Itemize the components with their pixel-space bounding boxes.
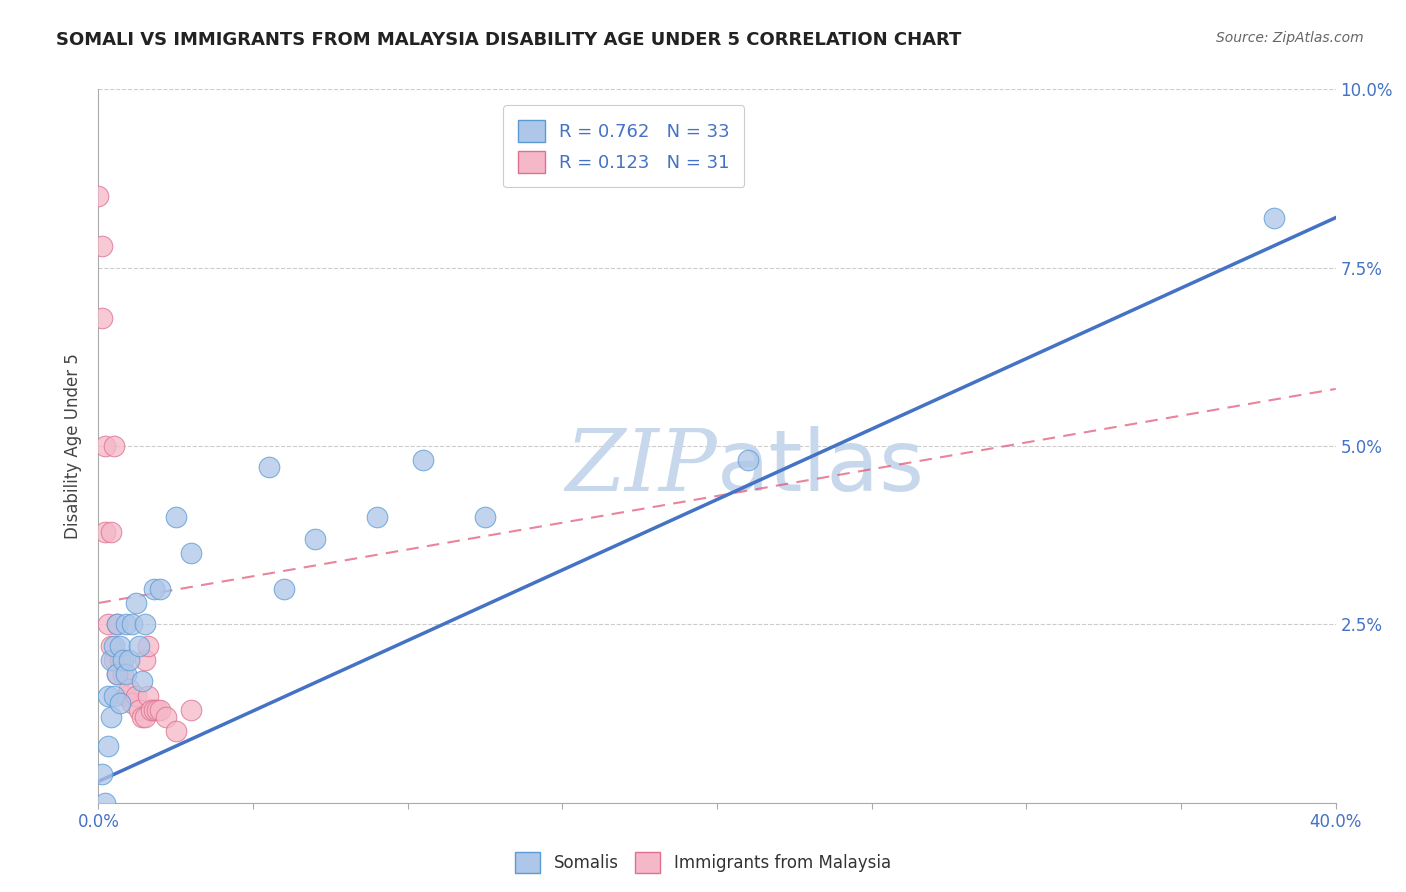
Point: [412, 453, 434, 467]
Point: [115, 667, 138, 681]
Point: [100, 524, 122, 539]
Point: [97, 617, 120, 632]
Point: [1263, 211, 1285, 225]
Point: [257, 460, 280, 475]
Point: [97, 739, 120, 753]
Point: [136, 689, 159, 703]
Point: [90, 239, 112, 253]
Point: [90, 310, 112, 325]
Point: [149, 582, 172, 596]
Point: [146, 703, 169, 717]
Point: [165, 510, 187, 524]
Point: [103, 439, 125, 453]
Point: [97, 689, 120, 703]
Point: [121, 696, 143, 710]
Point: [165, 724, 187, 739]
Point: [93, 796, 115, 810]
Point: [103, 653, 125, 667]
Point: [103, 639, 125, 653]
Point: [149, 703, 172, 717]
Point: [118, 653, 141, 667]
Point: [124, 689, 146, 703]
Point: [105, 667, 128, 681]
Point: [108, 653, 131, 667]
Point: [118, 681, 141, 696]
Point: [103, 689, 125, 703]
Point: [93, 524, 115, 539]
Text: atlas: atlas: [717, 425, 925, 509]
Point: [87, 189, 110, 203]
Point: [105, 667, 128, 681]
Point: [108, 696, 131, 710]
Point: [112, 653, 135, 667]
Point: [100, 639, 122, 653]
Point: [134, 617, 156, 632]
Legend: Somalis, Immigrants from Malaysia: Somalis, Immigrants from Malaysia: [509, 846, 897, 880]
Point: [143, 582, 166, 596]
Point: [131, 710, 153, 724]
Point: [105, 617, 128, 632]
Point: [90, 767, 112, 781]
Point: [124, 596, 146, 610]
Point: [115, 689, 138, 703]
Point: [128, 639, 150, 653]
Point: [108, 639, 131, 653]
Point: [93, 439, 115, 453]
Point: [134, 710, 156, 724]
Y-axis label: Disability Age Under 5: Disability Age Under 5: [65, 353, 83, 539]
Point: [180, 546, 202, 560]
Point: [131, 674, 153, 689]
Point: [474, 510, 496, 524]
Point: [100, 653, 122, 667]
Point: [128, 703, 150, 717]
Point: [737, 453, 759, 467]
Point: [100, 710, 122, 724]
Point: [112, 667, 135, 681]
Text: Source: ZipAtlas.com: Source: ZipAtlas.com: [1216, 31, 1364, 45]
Point: [180, 703, 202, 717]
Point: [134, 653, 156, 667]
Point: [139, 703, 162, 717]
Point: [273, 582, 295, 596]
Point: [366, 510, 388, 524]
Point: [121, 617, 143, 632]
Legend: R = 0.762   N = 33, R = 0.123   N = 31: R = 0.762 N = 33, R = 0.123 N = 31: [503, 105, 744, 187]
Point: [105, 617, 128, 632]
Point: [115, 617, 138, 632]
Text: SOMALI VS IMMIGRANTS FROM MALAYSIA DISABILITY AGE UNDER 5 CORRELATION CHART: SOMALI VS IMMIGRANTS FROM MALAYSIA DISAB…: [56, 31, 962, 49]
Point: [155, 710, 177, 724]
Point: [136, 639, 159, 653]
Text: ZIP: ZIP: [565, 426, 717, 508]
Point: [304, 532, 326, 546]
Point: [143, 703, 166, 717]
